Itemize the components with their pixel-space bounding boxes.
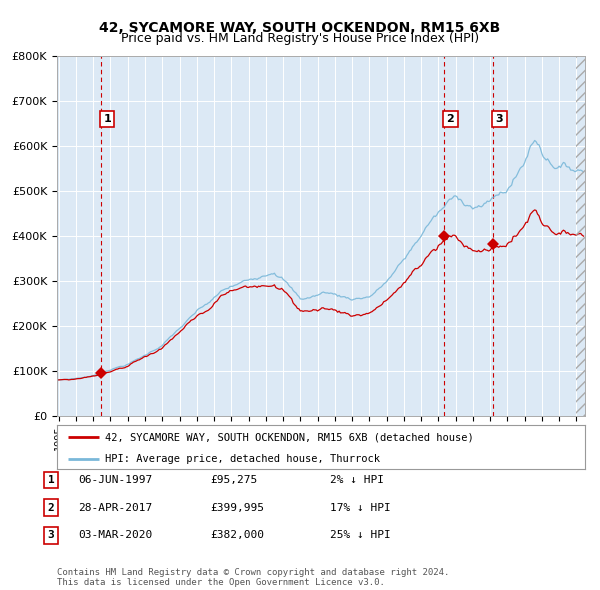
Text: 3: 3	[47, 530, 55, 540]
Text: 3: 3	[496, 114, 503, 124]
Text: Contains HM Land Registry data © Crown copyright and database right 2024.
This d: Contains HM Land Registry data © Crown c…	[57, 568, 449, 587]
Text: 1: 1	[47, 475, 55, 485]
Text: 28-APR-2017: 28-APR-2017	[78, 503, 152, 513]
Bar	[577, 56, 585, 416]
Text: 2: 2	[47, 503, 55, 513]
Text: 06-JUN-1997: 06-JUN-1997	[78, 475, 152, 485]
Text: HPI: Average price, detached house, Thurrock: HPI: Average price, detached house, Thur…	[104, 454, 380, 464]
Text: 2: 2	[446, 114, 454, 124]
Text: 2% ↓ HPI: 2% ↓ HPI	[330, 475, 384, 485]
Text: Price paid vs. HM Land Registry's House Price Index (HPI): Price paid vs. HM Land Registry's House …	[121, 32, 479, 45]
Text: 25% ↓ HPI: 25% ↓ HPI	[330, 530, 391, 540]
Text: £382,000: £382,000	[210, 530, 264, 540]
Text: 1: 1	[103, 114, 111, 124]
Text: 42, SYCAMORE WAY, SOUTH OCKENDON, RM15 6XB (detached house): 42, SYCAMORE WAY, SOUTH OCKENDON, RM15 6…	[104, 432, 473, 442]
Text: 42, SYCAMORE WAY, SOUTH OCKENDON, RM15 6XB: 42, SYCAMORE WAY, SOUTH OCKENDON, RM15 6…	[100, 21, 500, 35]
Text: £95,275: £95,275	[210, 475, 257, 485]
Text: £399,995: £399,995	[210, 503, 264, 513]
Text: 03-MAR-2020: 03-MAR-2020	[78, 530, 152, 540]
Text: 17% ↓ HPI: 17% ↓ HPI	[330, 503, 391, 513]
